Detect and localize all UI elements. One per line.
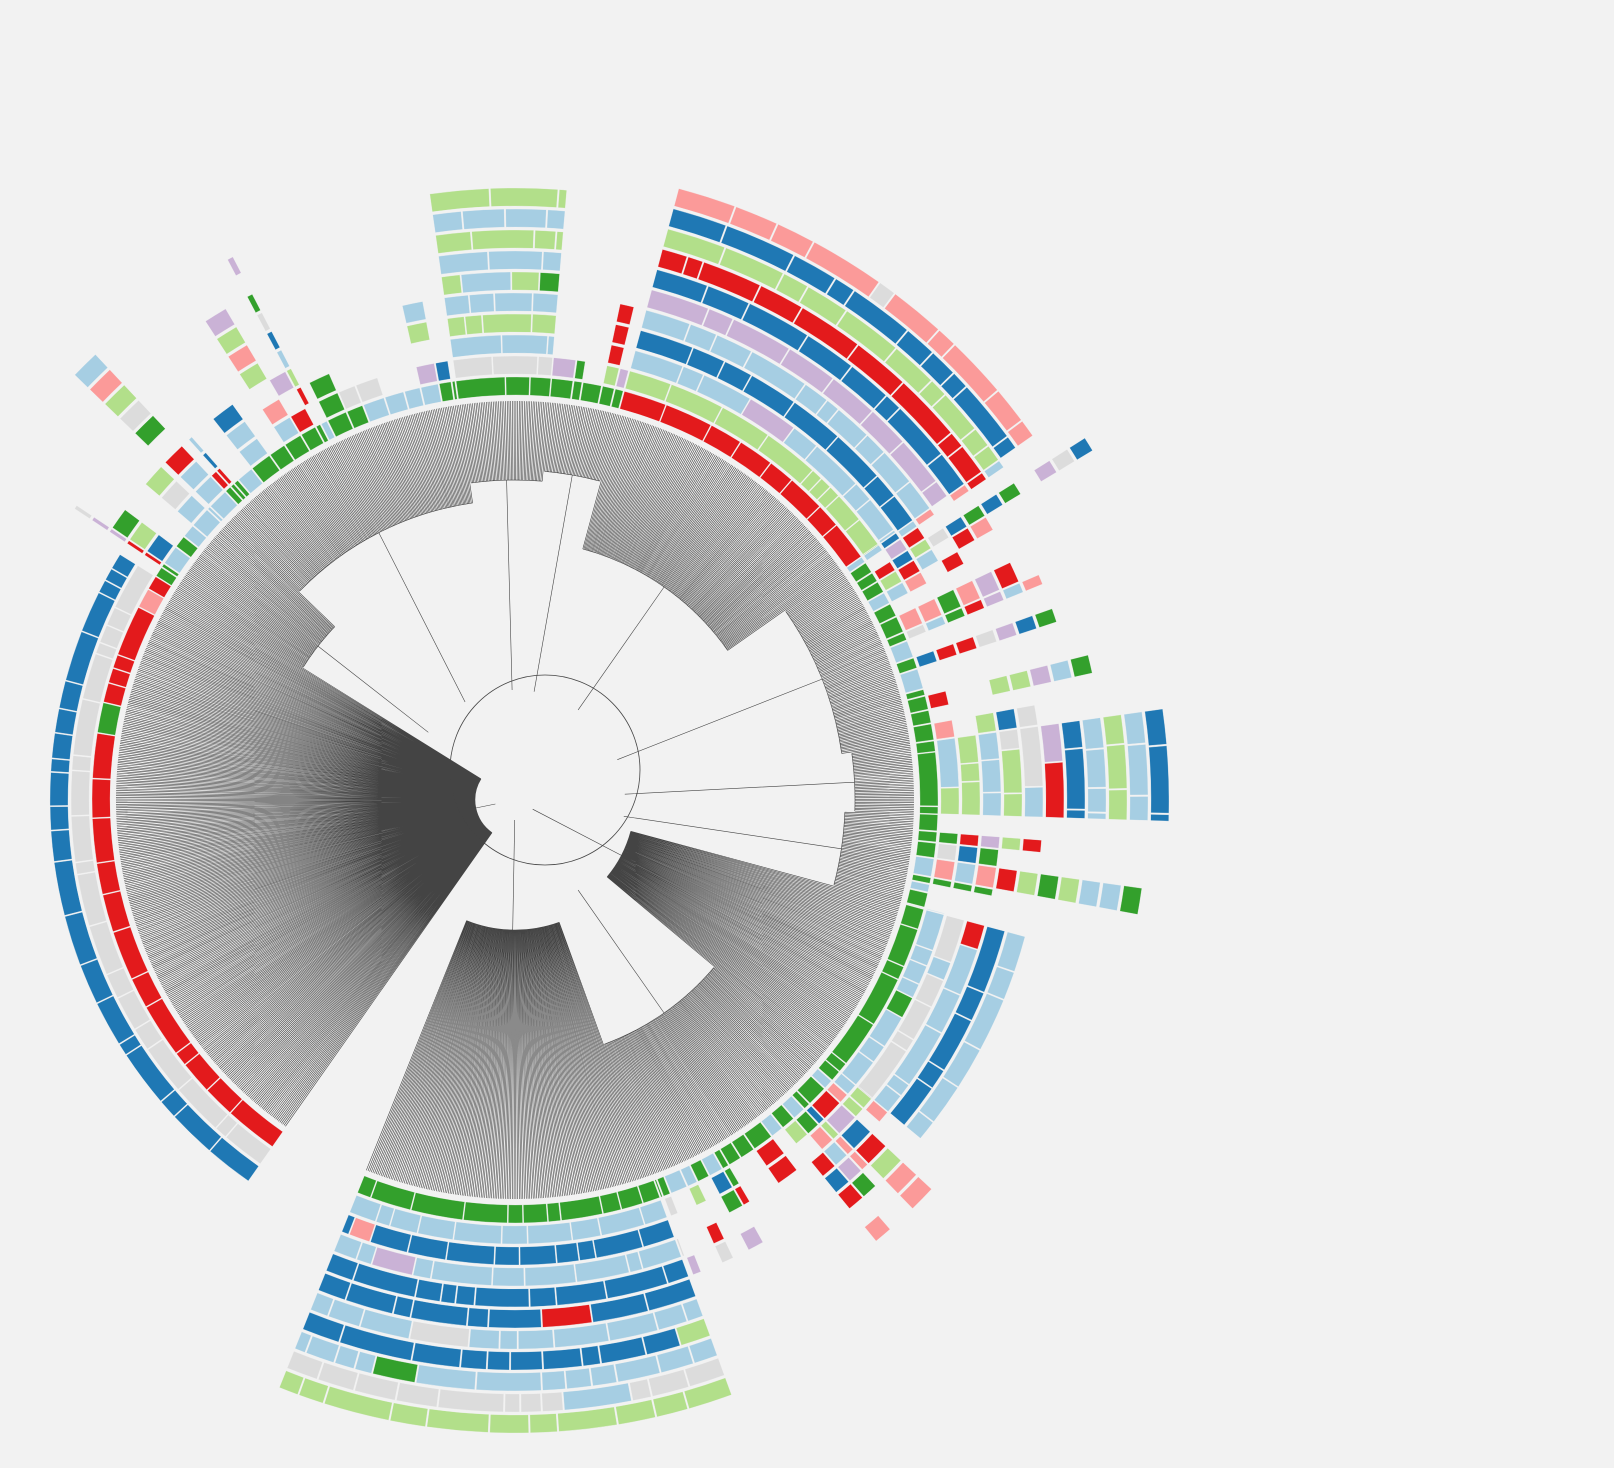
tree-branches [115,400,915,1200]
root-arc [449,674,641,866]
ring-segment [49,208,1170,1371]
ring-segment [104,187,1128,1434]
ring-segment [74,208,1149,1411]
ring-segment [97,272,1142,1383]
branch-lines [115,400,915,1200]
ring-segment [91,256,1063,1276]
annotation-rings [49,187,1170,1434]
ring-segment [70,282,1075,1413]
ring-segment [91,249,1065,1328]
ring-segment [89,188,1043,1242]
